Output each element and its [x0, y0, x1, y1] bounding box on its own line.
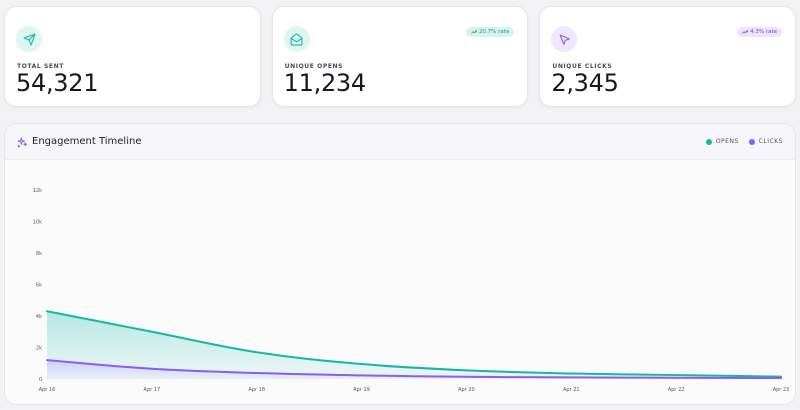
rate-badge-label: 4.3% rate	[750, 29, 778, 35]
data-point-clicks[interactable]	[254, 370, 260, 376]
data-point-opens[interactable]	[463, 367, 469, 373]
rate-badge-label: 20.7% rate	[478, 29, 510, 35]
send-icon	[16, 26, 42, 52]
stats-row: TOTAL SENT 54,321 20.7% rate UNIQUE OPEN…	[4, 6, 797, 107]
y-tick-label: 10k	[33, 220, 42, 226]
rate-badge: 20.7% rate	[465, 27, 515, 37]
legend-dot-clicks	[748, 138, 755, 145]
y-tick-label: 2k	[36, 346, 42, 352]
legend-label-opens: OPENS	[715, 138, 739, 145]
x-tick-label: Apr 21	[563, 387, 580, 393]
x-tick-label: Apr 20	[458, 387, 475, 393]
y-axis: 0 2k 4k 6k 8k 10k 12k	[33, 188, 42, 383]
x-tick-label: Apr 22	[668, 387, 685, 393]
series-lines	[44, 308, 784, 381]
stat-label: TOTAL SENT	[17, 63, 64, 70]
x-tick-label: Apr 17	[144, 387, 161, 393]
envelope-open-icon	[283, 26, 310, 52]
series-line-clicks[interactable]	[46, 359, 782, 380]
engagement-timeline-card: Engagement Timeline OPENS CLICKS 0 2k 4k 6k…	[4, 123, 796, 405]
x-tick-label: Apr 19	[353, 387, 370, 393]
chart-legend: OPENS CLICKS	[705, 138, 783, 145]
series-area-clicks	[47, 360, 781, 379]
data-point-clicks[interactable]	[463, 374, 469, 380]
y-tick-label: 4k	[36, 314, 42, 320]
stat-card-unique-clicks: 4.3% rate UNIQUE CLICKS 2,345	[539, 6, 797, 107]
legend-label-clicks: CLICKS	[758, 138, 783, 145]
stat-value: 11,234	[283, 69, 366, 97]
data-point-clicks[interactable]	[149, 366, 155, 372]
stat-card-unique-opens: 20.7% rate UNIQUE OPENS 11,234	[271, 6, 529, 107]
rate-badge: 4.3% rate	[737, 27, 783, 37]
y-tick-label: 6k	[36, 283, 42, 289]
stat-label: UNIQUE CLICKS	[552, 63, 613, 70]
series-areas	[47, 311, 781, 379]
data-point-opens[interactable]	[359, 361, 365, 367]
data-point-opens[interactable]	[44, 308, 50, 314]
stat-label: UNIQUE OPENS	[284, 63, 344, 70]
trend-up-icon	[742, 30, 748, 34]
timeline-title: Engagement Timeline	[32, 136, 142, 147]
data-point-opens[interactable]	[254, 349, 260, 355]
data-point-clicks[interactable]	[568, 374, 574, 380]
y-tick-label: 8k	[36, 251, 42, 257]
series-area-opens	[47, 311, 781, 379]
sparkle-icon	[17, 137, 28, 148]
data-point-clicks[interactable]	[778, 375, 784, 381]
legend-dot-opens	[705, 138, 712, 145]
x-tick-label: Apr 16	[39, 387, 56, 393]
data-point-clicks[interactable]	[44, 357, 50, 363]
y-tick-label: 0	[39, 377, 42, 383]
timeline-header: Engagement Timeline OPENS CLICKS	[5, 124, 795, 160]
engagement-area-chart: 0 2k 4k 6k 8k 10k 12k Apr 16 Apr 17 Apr 18 Apr 19…	[33, 188, 790, 393]
cursor-click-icon	[551, 26, 578, 52]
stat-value: 54,321	[16, 69, 99, 97]
data-point-opens[interactable]	[149, 329, 155, 335]
x-tick-label: Apr 18	[248, 387, 265, 393]
stat-card-total-sent: TOTAL SENT 54,321	[4, 6, 261, 107]
stat-value: 2,345	[551, 69, 619, 97]
series-line-opens[interactable]	[46, 310, 782, 378]
data-point-clicks[interactable]	[359, 372, 365, 378]
y-tick-label: 12k	[33, 188, 42, 194]
x-axis: Apr 16 Apr 17 Apr 18 Apr 19 Apr 20 Apr 21 Apr …	[39, 387, 790, 393]
legend-item-clicks[interactable]: CLICKS	[748, 138, 783, 145]
trend-up-icon	[471, 30, 477, 34]
x-tick-label: Apr 23	[773, 387, 790, 393]
legend-item-opens[interactable]: OPENS	[705, 138, 739, 145]
data-point-clicks[interactable]	[673, 375, 679, 381]
